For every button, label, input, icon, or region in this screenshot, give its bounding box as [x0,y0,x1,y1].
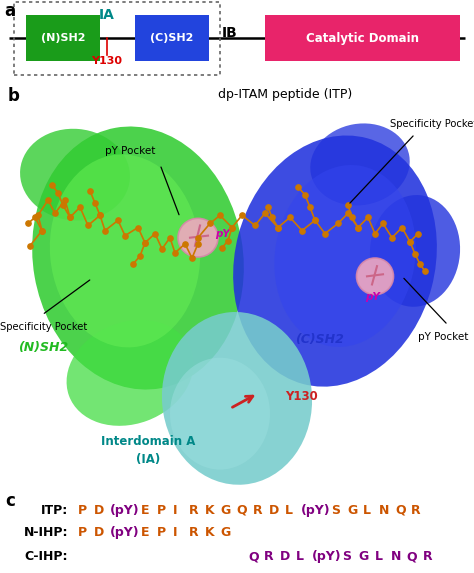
Text: (pY): (pY) [312,550,342,563]
Text: Q: Q [395,504,406,517]
Text: Y130: Y130 [285,390,318,403]
Text: E: E [140,504,149,517]
Text: N: N [391,550,401,563]
Text: D: D [268,504,279,517]
Text: P: P [78,504,87,517]
Text: (pY): (pY) [110,526,140,539]
Text: R: R [189,526,198,539]
Text: G: G [347,504,357,517]
Text: Interdomain A: Interdomain A [101,434,195,448]
Text: c: c [5,492,15,510]
Text: D: D [94,526,104,539]
Ellipse shape [370,195,460,307]
Text: (N)SH2: (N)SH2 [41,33,85,43]
Text: D: D [280,550,290,563]
Text: (IA): (IA) [136,453,160,466]
Text: IA: IA [99,8,115,22]
Ellipse shape [162,312,312,485]
Text: IB: IB [222,26,238,40]
Text: I: I [173,526,177,539]
Text: L: L [374,550,383,563]
Text: Q: Q [237,504,247,517]
Text: K: K [204,504,214,517]
Text: G: G [220,504,231,517]
Ellipse shape [50,154,200,347]
Text: Q: Q [248,550,259,563]
Ellipse shape [356,258,393,295]
Text: E: E [140,526,149,539]
Text: (N)SH2: (N)SH2 [18,341,68,354]
Text: K: K [204,526,214,539]
Text: R: R [253,504,262,517]
Text: b: b [8,87,20,105]
Text: L: L [363,504,371,517]
FancyBboxPatch shape [265,15,460,61]
Text: R: R [264,550,273,563]
Ellipse shape [310,123,410,206]
Text: pY: pY [365,292,381,301]
Text: a: a [5,2,16,21]
Text: R: R [189,504,198,517]
Text: I: I [173,504,177,517]
Text: G: G [220,526,231,539]
Text: (pY): (pY) [110,504,140,517]
Text: Catalytic Domain: Catalytic Domain [306,32,419,45]
Text: P: P [78,526,87,539]
Text: D: D [94,504,104,517]
Text: (C)SH2: (C)SH2 [295,333,344,346]
Text: C-IHP:: C-IHP: [25,550,68,563]
Text: (pY): (pY) [301,504,330,517]
Text: Specificity Pocket: Specificity Pocket [0,322,87,332]
Text: L: L [296,550,304,563]
Text: R: R [422,550,432,563]
Ellipse shape [20,129,130,221]
Text: R: R [411,504,420,517]
Text: pY Pocket: pY Pocket [418,332,468,342]
Ellipse shape [274,165,416,347]
Ellipse shape [170,358,270,470]
Ellipse shape [32,127,244,390]
Ellipse shape [178,218,218,257]
Text: (C)SH2: (C)SH2 [150,33,193,43]
Text: G: G [358,550,369,563]
Ellipse shape [233,135,437,387]
Text: P: P [156,504,165,517]
Text: S: S [331,504,340,517]
Text: pY Pocket: pY Pocket [105,146,155,156]
Text: N-IHP:: N-IHP: [24,526,68,539]
Text: Y130: Y130 [91,57,122,66]
Text: P: P [156,526,165,539]
FancyBboxPatch shape [26,15,100,61]
Text: pY: pY [215,229,230,238]
Text: Specificity Pocket: Specificity Pocket [390,119,474,129]
Text: ITP:: ITP: [41,504,68,517]
FancyBboxPatch shape [135,15,209,61]
Text: Q: Q [407,550,417,563]
Text: N: N [379,504,389,517]
Text: L: L [284,504,292,517]
Ellipse shape [66,320,193,426]
Text: dp-ITAM peptide (ITP): dp-ITAM peptide (ITP) [218,88,352,101]
Text: S: S [343,550,352,563]
